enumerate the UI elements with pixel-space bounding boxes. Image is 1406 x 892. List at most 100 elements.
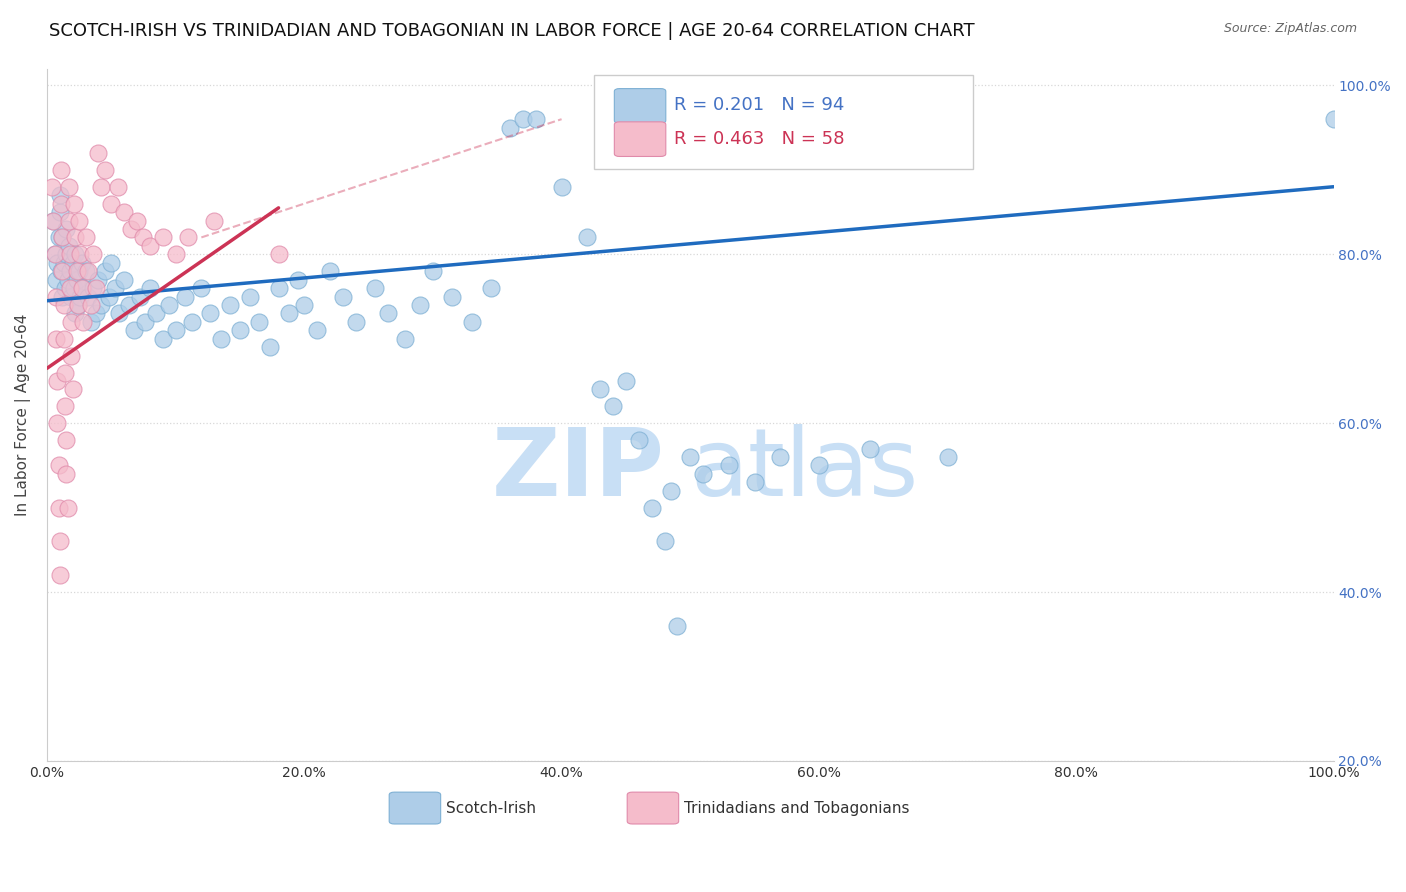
Point xyxy=(44,247,66,261)
Point xyxy=(267,281,290,295)
Text: R = 0.201   N = 94: R = 0.201 N = 94 xyxy=(673,96,844,114)
Point xyxy=(181,315,204,329)
Point xyxy=(58,239,80,253)
Point xyxy=(332,289,354,303)
Point xyxy=(53,366,76,380)
Point xyxy=(75,264,97,278)
Point xyxy=(125,213,148,227)
Point xyxy=(65,247,87,261)
Point xyxy=(550,179,572,194)
Point xyxy=(717,458,740,473)
Point xyxy=(128,289,150,303)
Text: Source: ZipAtlas.com: Source: ZipAtlas.com xyxy=(1223,22,1357,36)
Point xyxy=(512,112,534,127)
Point xyxy=(45,332,67,346)
Point xyxy=(65,264,87,278)
Point xyxy=(56,272,79,286)
Point xyxy=(97,289,120,303)
Point xyxy=(63,281,86,295)
Point xyxy=(134,315,156,329)
Point xyxy=(58,179,80,194)
Point xyxy=(139,281,162,295)
Point xyxy=(67,213,90,227)
Point xyxy=(94,162,117,177)
Point xyxy=(640,500,662,515)
Point xyxy=(292,298,315,312)
Point xyxy=(441,289,464,303)
Point xyxy=(49,188,72,202)
Point xyxy=(165,247,187,261)
Point xyxy=(53,399,76,413)
Point xyxy=(120,222,142,236)
Point xyxy=(209,332,232,346)
Point xyxy=(247,315,270,329)
Point xyxy=(576,230,599,244)
Point xyxy=(48,458,70,473)
Point xyxy=(59,264,82,278)
Point xyxy=(69,289,91,303)
Point xyxy=(70,256,93,270)
Point xyxy=(66,298,89,312)
Point xyxy=(82,281,104,295)
Point xyxy=(460,315,482,329)
Point xyxy=(807,458,830,473)
Point xyxy=(100,196,122,211)
Point xyxy=(100,256,122,270)
Point xyxy=(42,213,65,227)
Point xyxy=(80,315,103,329)
Point xyxy=(177,230,200,244)
Point xyxy=(44,247,66,261)
Point xyxy=(666,619,689,633)
Text: ZIP: ZIP xyxy=(492,424,665,516)
Point xyxy=(499,120,522,135)
Text: atlas: atlas xyxy=(690,424,918,516)
Point xyxy=(769,450,792,464)
Point xyxy=(287,272,309,286)
Point xyxy=(49,205,72,219)
Point xyxy=(859,442,882,456)
Point xyxy=(152,230,174,244)
FancyBboxPatch shape xyxy=(593,76,973,169)
Point xyxy=(55,467,77,481)
Y-axis label: In Labor Force | Age 20-64: In Labor Force | Age 20-64 xyxy=(15,314,31,516)
Point xyxy=(124,323,146,337)
Point xyxy=(75,230,97,244)
Point xyxy=(65,272,87,286)
Point xyxy=(94,264,117,278)
Point xyxy=(173,289,195,303)
Point xyxy=(58,213,80,227)
Point xyxy=(70,281,93,295)
Point xyxy=(45,272,67,286)
Point xyxy=(48,500,70,515)
Point xyxy=(112,272,135,286)
Point xyxy=(479,281,502,295)
Point xyxy=(65,230,87,244)
Point xyxy=(190,281,212,295)
Point xyxy=(104,281,127,295)
Point xyxy=(654,534,676,549)
Point xyxy=(524,112,547,127)
Point xyxy=(63,196,86,211)
Point xyxy=(936,450,959,464)
Point xyxy=(364,281,387,295)
Point xyxy=(52,256,75,270)
Point xyxy=(218,298,240,312)
Point xyxy=(52,332,75,346)
Point xyxy=(52,298,75,312)
Point xyxy=(49,534,72,549)
Point xyxy=(72,281,94,295)
Point xyxy=(344,315,367,329)
FancyBboxPatch shape xyxy=(614,122,666,156)
Point xyxy=(67,264,90,278)
Point xyxy=(72,315,94,329)
Point xyxy=(60,315,83,329)
Point xyxy=(165,323,187,337)
Point xyxy=(51,230,73,244)
Point xyxy=(53,281,76,295)
Point xyxy=(49,568,72,582)
Point xyxy=(77,289,100,303)
Point xyxy=(152,332,174,346)
Point xyxy=(45,289,67,303)
Point xyxy=(84,281,107,295)
Point xyxy=(277,306,299,320)
